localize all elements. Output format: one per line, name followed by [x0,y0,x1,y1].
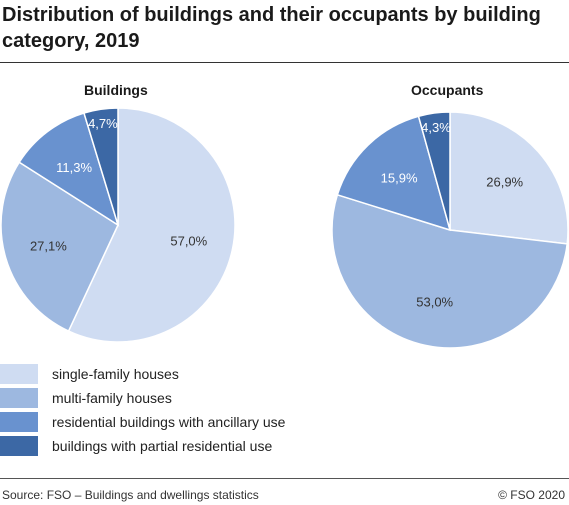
legend-swatch-multi-family [0,388,38,408]
buildings-slice-ancillary [18,112,120,227]
legend-label-ancillary: residential buildings with ancillary use [52,414,286,430]
occupants-slice-multi-family [331,193,569,349]
legend-label-single-family: single-family houses [52,366,179,382]
occupants-pie: 26,9% 53,0% 15,9% 4,3% [331,111,569,349]
buildings-slice-single-family [67,107,236,343]
occupants-label-single-family: 26,9% [486,174,523,189]
pie-charts: 57,0% 27,1% 11,3% 4,7% 26,9% 53,0% 15,9% 4,3% [0,107,569,349]
legend-swatch-partial [0,436,38,456]
buildings-pie-title: Buildings [84,82,148,98]
title-divider [0,62,569,63]
occupants-pie-title: Occupants [411,82,484,98]
buildings-slice-partial [83,107,119,226]
legend-label-multi-family: multi-family houses [52,390,172,406]
occupants-slice-partial [417,111,451,231]
chart-title: Distribution of buildings and their occu… [2,4,541,52]
buildings-pie: 57,0% 27,1% 11,3% 4,7% [0,107,236,343]
legend-label-partial: buildings with partial residential use [52,438,273,454]
occupants-label-multi-family: 53,0% [416,295,453,310]
occupants-label-partial: 4,3% [421,120,451,135]
footer-divider [0,478,569,479]
occupants-slice-single-family [449,111,569,245]
source-note: Source: FSO – Buildings and dwellings st… [2,488,259,502]
legend-swatch-single-family [0,364,38,384]
buildings-label-ancillary: 11,3% [56,160,92,175]
buildings-label-partial: 4,7% [88,116,118,131]
buildings-label-multi-family: 27,1% [30,238,67,253]
buildings-slice-multi-family [0,161,119,333]
occupants-slice-ancillary [336,115,452,232]
legend-swatch-ancillary [0,412,38,432]
buildings-label-single-family: 57,0% [170,234,207,249]
occupants-label-ancillary: 15,9% [381,170,418,185]
copyright-note: © FSO 2020 [498,488,565,502]
